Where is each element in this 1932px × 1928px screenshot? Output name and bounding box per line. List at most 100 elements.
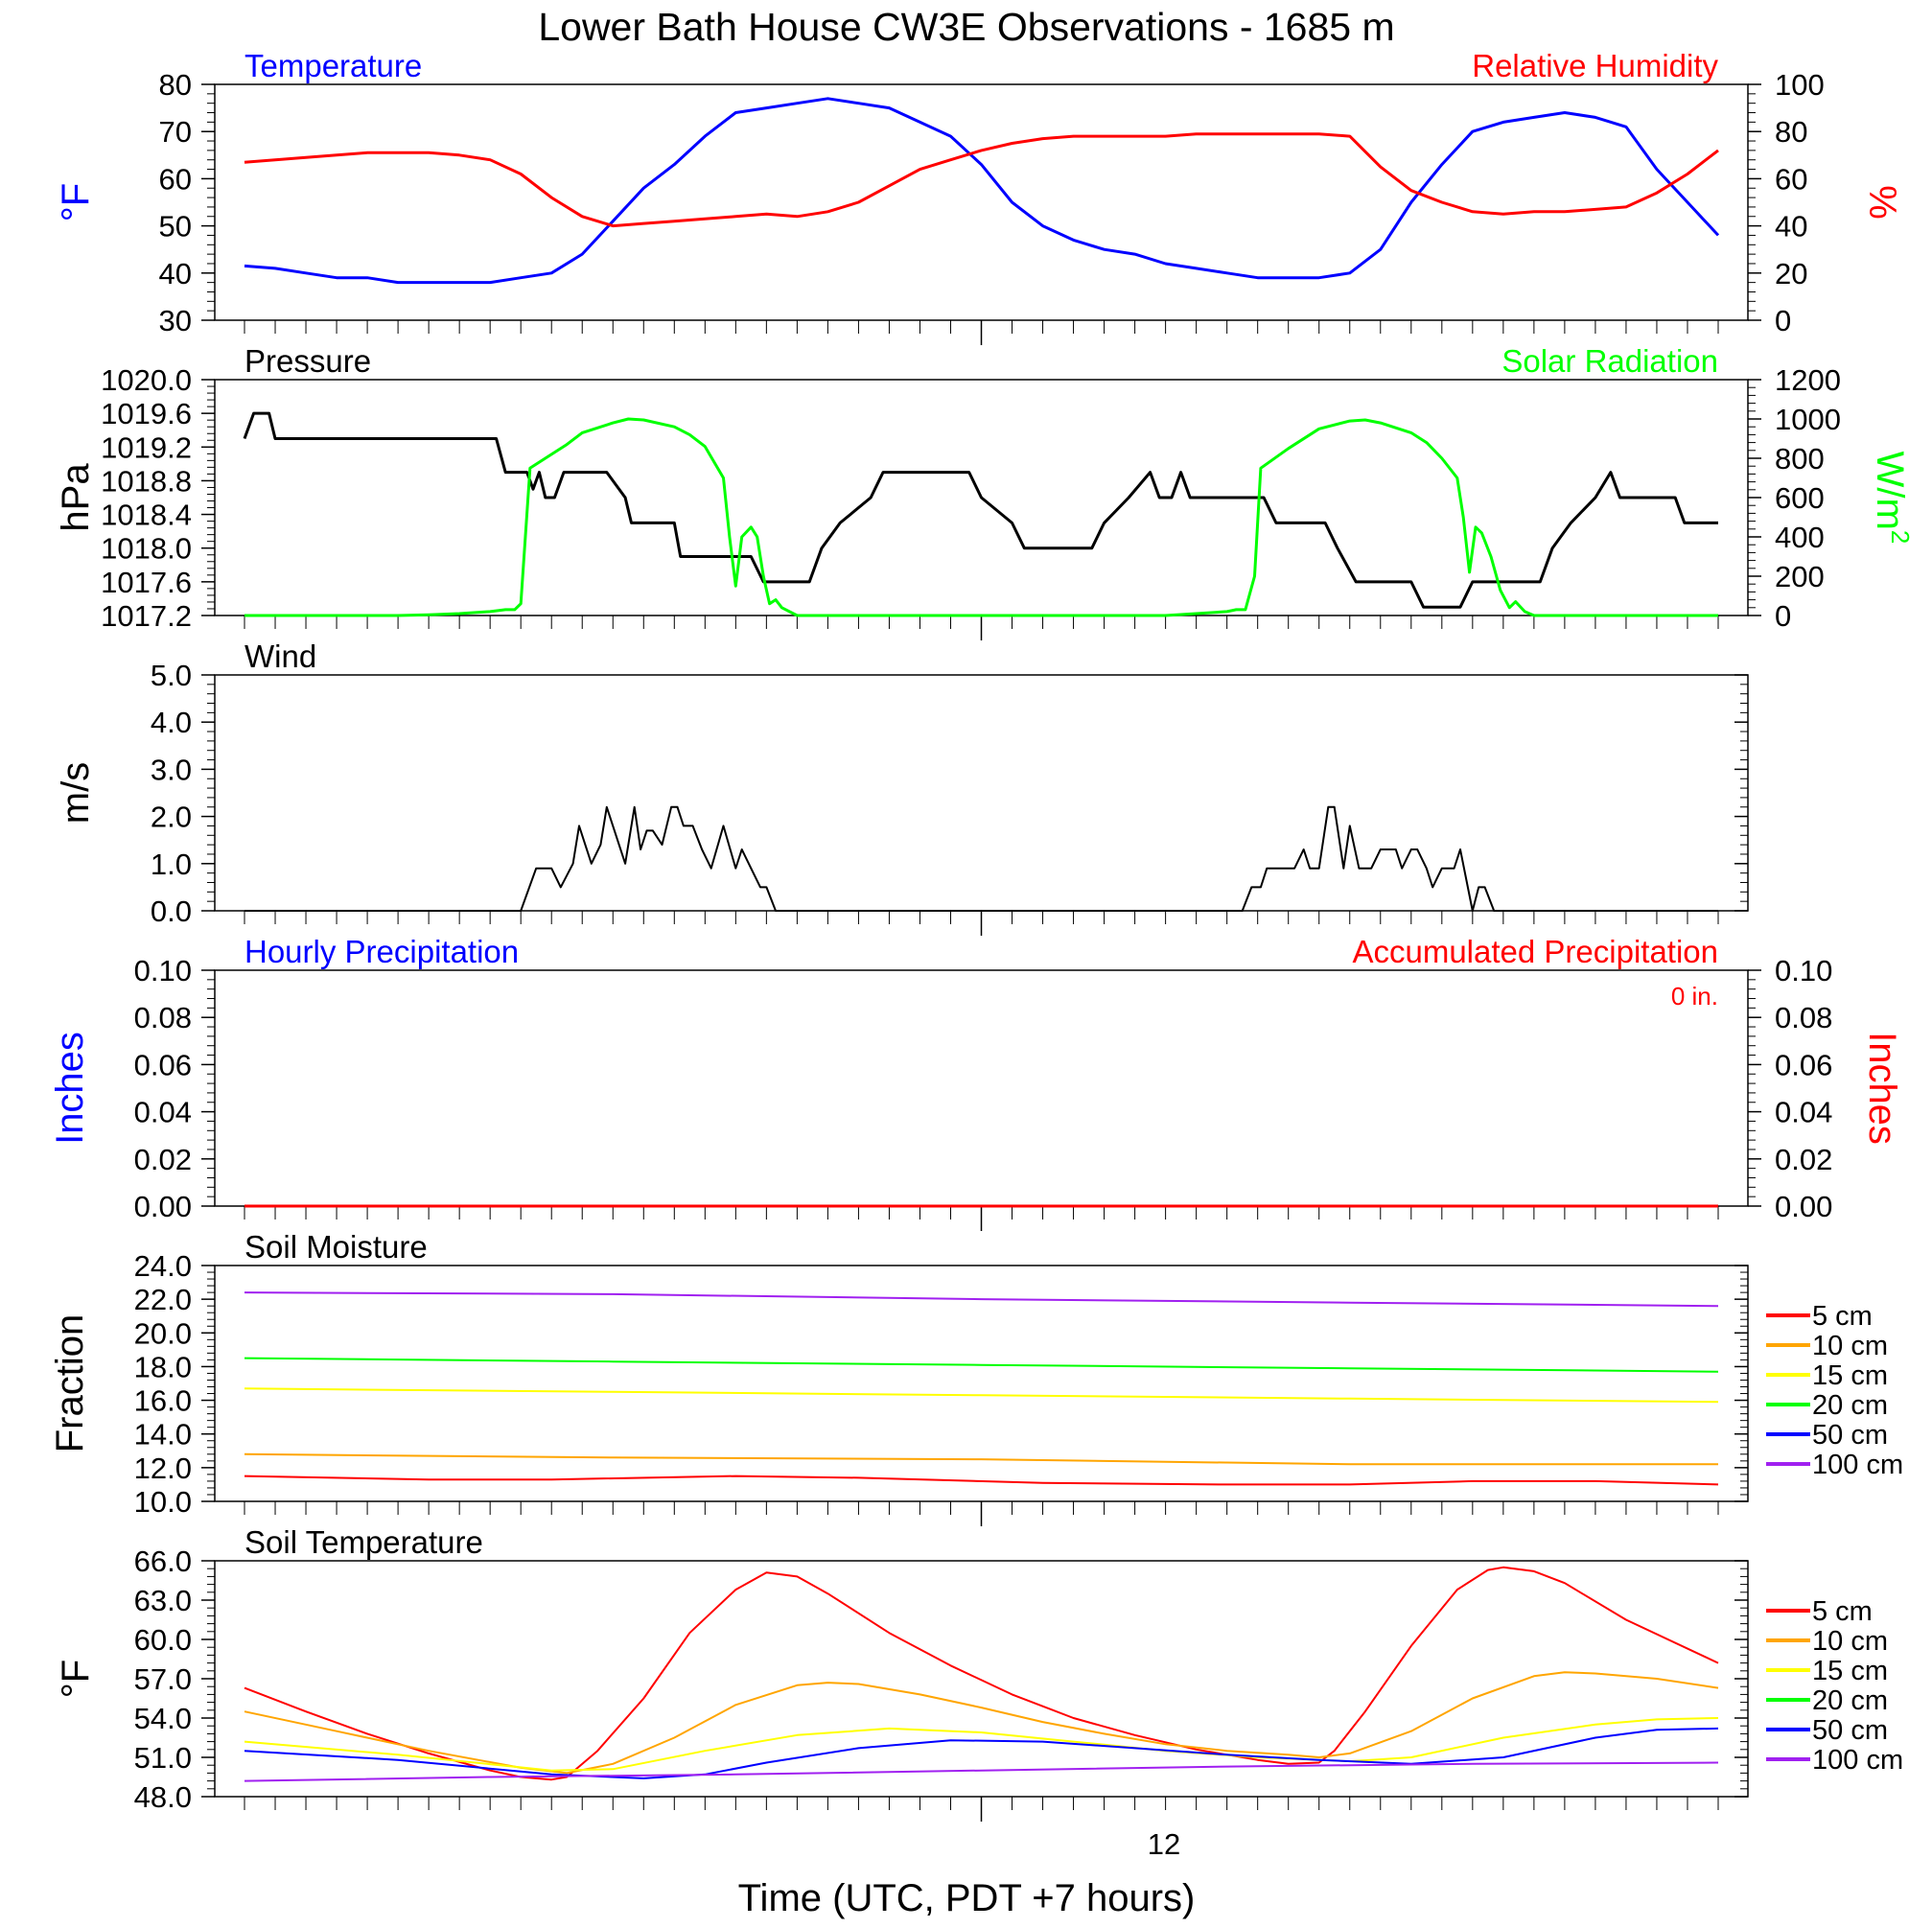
soil_moisture-legend-label: 50 cm [1812,1420,1888,1451]
temperature-ylabel: °F [55,183,97,221]
soil_moisture-series-5-cm [244,1475,1719,1486]
precipitation-ytick-right-label: 0.06 [1775,1048,1832,1081]
precipitation-annotation: 0 in. [1671,982,1718,1010]
pressure-series-solar-radiation [244,417,1718,617]
temperature-series-temperature [244,97,1720,285]
soil_moisture-ytick-label: 16.0 [134,1384,192,1418]
wind-ytick-label: 5.0 [151,659,192,692]
soil_moisture-legend-label: 100 cm [1812,1450,1903,1480]
soil_moisture-left-title: Soil Moisture [244,1229,428,1265]
x-axis-label: Time (UTC, PDT +7 hours) [738,1877,1196,1919]
soil_temperature-ytick-label: 60.0 [134,1623,192,1657]
temperature-ytick-label: 60 [159,162,192,196]
soil_temperature-ytick-label: 51.0 [134,1741,192,1775]
soil_temperature-ytick-label: 63.0 [134,1584,192,1617]
soil_moisture-ytick-label: 14.0 [134,1418,192,1452]
precipitation-ytick-right-label: 0.10 [1775,954,1832,987]
temperature-ytick-right-label: 40 [1775,210,1807,244]
precipitation-ytick-label: 0.04 [134,1096,192,1129]
soil_temperature-series-15-cm [244,1717,1719,1772]
pressure-ytick-right-label: 0 [1775,599,1791,633]
precipitation-ytick-label: 0.06 [134,1048,192,1081]
soil_temperature-legend-label: 20 cm [1812,1685,1888,1716]
temperature-ytick-label: 70 [159,115,192,149]
soil_moisture-series-100-cm [244,1291,1719,1308]
soil_moisture-ytick-label: 24.0 [134,1249,192,1283]
soil_temperature-left-title: Soil Temperature [244,1524,483,1560]
temperature-left-title: Temperature [244,48,422,83]
precipitation-ytick-right-label: 0.02 [1775,1143,1832,1176]
soil_temperature-legend-label: 15 cm [1812,1656,1888,1686]
temperature-series-relative-humidity [244,132,1719,228]
soil_temperature-legend-label: 10 cm [1812,1626,1888,1657]
pressure-right-title: Solar Radiation [1501,343,1718,379]
temperature-ytick-right-label: 80 [1775,115,1807,149]
precipitation-ytick-label: 0.08 [134,1001,192,1034]
precipitation-right-title: Accumulated Precipitation [1352,934,1718,969]
temperature-ytick-right-label: 0 [1775,304,1791,337]
pressure-ytick-right-label: 600 [1775,481,1825,515]
soil_temperature-legend-label: 50 cm [1812,1715,1888,1746]
panel-precipitation: 0.00 0.02 0.04 0.06 0.08 0.10 0.00 0.02 0.04 0.06… [49,934,1903,1231]
soil_temperature-ytick-label: 66.0 [134,1545,192,1578]
soil_moisture-legend-label: 10 cm [1812,1331,1888,1361]
temperature-right-title: Relative Humidity [1472,48,1718,83]
panel-pressure: 1017.21017.61018.01018.41018.81019.21019… [55,343,1915,640]
panel-soil_temperature: 48.0 51.0 54.0 57.0 60.0 63.0 66.0 Soil Tempera… [55,1524,1903,1822]
pressure-ytick-right-label: 1200 [1775,363,1841,397]
panel-wind: 0.0 1.0 2.0 3.0 4.0 5.0 Wind m/s [55,639,1749,936]
wind-ytick-label: 3.0 [151,753,192,786]
soil_temperature-ytick-label: 54.0 [134,1702,192,1735]
temperature-ytick-label: 50 [159,210,192,244]
soil_moisture-legend-label: 15 cm [1812,1360,1888,1391]
wind-left-title: Wind [244,639,316,674]
soil_moisture-ytick-label: 22.0 [134,1283,192,1316]
wind-ytick-label: 1.0 [151,848,192,881]
soil_moisture-ytick-label: 18.0 [134,1350,192,1383]
x-tick-label: 12 [1148,1827,1180,1861]
temperature-ytick-label: 80 [159,68,192,102]
soil_moisture-series-20-cm [244,1357,1719,1373]
wind-series-wind [244,805,1718,912]
soil_moisture-ytick-label: 12.0 [134,1452,192,1485]
soil_moisture-legend-label: 20 cm [1812,1390,1888,1421]
temperature-ytick-label: 30 [159,304,192,337]
panel-temperature: 30 40 50 60 70 80 0 20 40 60 80 100 Temperature Relat… [55,48,1903,345]
pressure-ytick-label: 1018.8 [101,464,192,498]
precipitation-ytick-label: 0.02 [134,1143,192,1176]
soil_temperature-series-5-cm [244,1566,1719,1781]
pressure-ytick-right-label: 800 [1775,442,1825,476]
soil_temperature-ytick-label: 48.0 [134,1780,192,1814]
temperature-ytick-right-label: 60 [1775,162,1807,196]
pressure-ytick-label: 1020.0 [101,363,192,397]
precipitation-ytick-right-label: 0.08 [1775,1001,1832,1034]
soil_temperature-ytick-label: 57.0 [134,1662,192,1696]
pressure-ytick-right-label: 1000 [1775,403,1841,436]
soil_moisture-ytick-label: 10.0 [134,1485,192,1519]
pressure-ytick-right-label: 200 [1775,560,1825,593]
pressure-ytick-label: 1019.6 [101,397,192,430]
soil_temperature-series-50-cm [244,1727,1719,1779]
precipitation-ytick-label: 0.00 [134,1190,192,1223]
soil_temperature-ylabel: °F [55,1660,97,1698]
pressure-ytick-right-label: 400 [1775,521,1825,554]
pressure-ylabel-right-sup: 2 [1886,530,1915,544]
soil_moisture-series-15-cm [244,1387,1719,1404]
precipitation-ytick-label: 0.10 [134,954,192,987]
precipitation-ytick-right-label: 0.00 [1775,1190,1832,1223]
wind-ylabel: m/s [55,762,97,824]
precipitation-ylabel-right: Inches [1861,1032,1903,1145]
soil_moisture-series-10-cm [244,1452,1718,1466]
soil_moisture-ytick-label: 20.0 [134,1316,192,1350]
pressure-ylabel: hPa [55,463,97,532]
wind-ytick-label: 2.0 [151,801,192,834]
pressure-ytick-label: 1019.2 [101,430,192,464]
temperature-ylabel-right: % [1861,185,1903,220]
pressure-ylabel-right: W/m2 [1869,452,1915,545]
pressure-ytick-label: 1018.0 [101,532,192,566]
temperature-ytick-right-label: 20 [1775,257,1807,290]
